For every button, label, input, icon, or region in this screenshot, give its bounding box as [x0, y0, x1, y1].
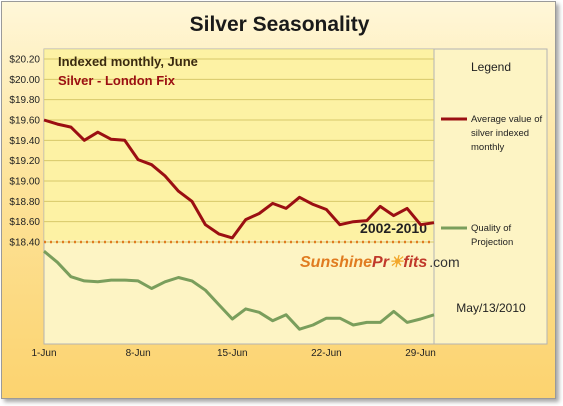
legend-title: Legend — [471, 60, 511, 74]
x-tick-label: 22-Jun — [311, 348, 342, 359]
svg-text:SunshinePr☀fits.com: SunshinePr☀fits .com — [300, 254, 460, 271]
gridlines — [44, 58, 434, 243]
series-line-quality — [43, 250, 435, 331]
x-tick-label: 8-Jun — [126, 348, 151, 359]
y-axis-ticks: $18.40 $18.60 $18.80 $19.00 $19.20 $19.40 $19.… — [9, 55, 40, 249]
x-tick-label: 15-Jun — [217, 348, 248, 359]
legend-panel — [433, 48, 548, 345]
y-tick-label: $19.20 — [9, 156, 40, 167]
x-tick-label: 1-Jun — [31, 348, 56, 359]
x-tick-label: 29-Jun — [405, 348, 436, 359]
series-line-silver — [43, 118, 435, 240]
legend-label: silver indexed — [471, 128, 529, 139]
y-tick-label: $19.00 — [9, 177, 40, 188]
chart-title: Silver Seasonality — [189, 13, 370, 36]
watermark: SunshinePr☀fits .com — [300, 254, 460, 271]
chart-subtitle: Indexed monthly, June — [58, 54, 198, 69]
series-caption: Silver - London Fix — [58, 73, 176, 88]
watermark-sun-icon: ☀ — [389, 254, 404, 271]
y-tick-label: $19.80 — [9, 95, 40, 106]
period-label: 2002-2010 — [360, 220, 427, 236]
legend-label: monthly — [471, 142, 505, 153]
legend-label: Projection — [471, 237, 513, 248]
y-tick-label: $20.00 — [9, 75, 40, 86]
x-axis-ticks: 1-Jun 8-Jun 15-Jun 22-Jun 29-Jun — [31, 348, 435, 359]
watermark-part-3: fits — [403, 254, 427, 271]
y-tick-label: $19.40 — [9, 136, 40, 147]
y-tick-label: $19.60 — [9, 116, 40, 127]
watermark-part-4: .com — [429, 254, 459, 270]
y-tick-label: $18.60 — [9, 217, 40, 228]
upper-panel — [44, 49, 434, 240]
date-label: May/13/2010 — [456, 301, 526, 315]
legend-label: Quality of — [471, 223, 511, 234]
y-tick-label: $18.40 — [9, 238, 40, 249]
y-tick-label: $20.20 — [9, 55, 40, 66]
y-tick-label: $18.80 — [9, 197, 40, 208]
legend: Average value of silver indexed monthly Qua… — [441, 114, 542, 248]
legend-label: Average value of — [471, 114, 542, 125]
watermark-part-1: Sunshine — [300, 254, 372, 271]
watermark-part-2: Pr — [372, 254, 390, 271]
series-group — [43, 118, 435, 331]
